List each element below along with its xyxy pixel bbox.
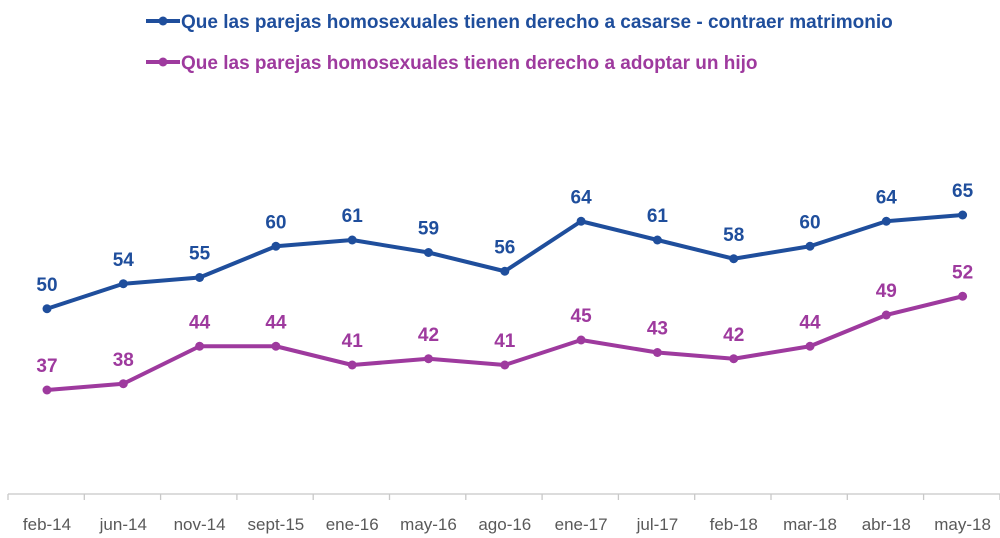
data-label-adoption: 49 bbox=[876, 281, 897, 302]
data-point-marriage bbox=[652, 235, 662, 245]
data-label-adoption: 45 bbox=[571, 306, 593, 327]
data-label-marriage: 65 bbox=[952, 181, 974, 202]
data-label-adoption: 37 bbox=[36, 356, 57, 377]
legend-marker-marriage bbox=[158, 16, 168, 26]
data-point-adoption bbox=[271, 341, 281, 351]
data-label-marriage: 61 bbox=[342, 206, 364, 227]
data-label-marriage: 54 bbox=[113, 250, 135, 271]
data-point-marriage bbox=[195, 273, 205, 282]
data-point-marriage bbox=[958, 210, 968, 220]
x-tick-label: ene-17 bbox=[555, 515, 608, 534]
legend-marker-adoption bbox=[158, 57, 168, 67]
data-point-marriage bbox=[42, 304, 52, 314]
data-label-adoption: 41 bbox=[342, 331, 364, 352]
data-point-adoption bbox=[576, 335, 586, 345]
plot-area: 50 54 55 60 61 59 56 64 61 58 60 64 65 37 38 44 44 41 42 41… bbox=[36, 181, 974, 395]
data-label-adoption: 42 bbox=[723, 325, 744, 346]
data-point-marriage bbox=[424, 248, 433, 257]
data-label-adoption: 41 bbox=[494, 331, 516, 352]
x-tick-label: may-16 bbox=[400, 515, 457, 534]
data-label-marriage: 55 bbox=[189, 244, 211, 265]
data-point-marriage bbox=[576, 216, 586, 226]
data-point-adoption bbox=[958, 291, 968, 301]
data-label-marriage: 58 bbox=[723, 225, 744, 246]
data-label-marriage: 59 bbox=[418, 219, 439, 240]
x-tick-label: ene-16 bbox=[326, 515, 379, 534]
data-point-adoption bbox=[805, 341, 815, 351]
series-adoption: 37 38 44 44 41 42 41 45 43 42 44 49 52 bbox=[36, 262, 973, 395]
x-tick-label: jun-14 bbox=[99, 515, 147, 534]
data-label-marriage: 60 bbox=[799, 212, 820, 233]
data-point-adoption bbox=[500, 360, 510, 370]
data-point-adoption bbox=[118, 379, 128, 389]
data-point-marriage bbox=[118, 279, 128, 289]
x-tick-label: jul-17 bbox=[636, 515, 679, 534]
data-point-marriage bbox=[805, 241, 815, 251]
data-point-adoption bbox=[42, 385, 52, 395]
x-tick-label: mar-18 bbox=[783, 515, 837, 534]
data-label-adoption: 42 bbox=[418, 325, 439, 346]
x-tick-label: abr-18 bbox=[862, 515, 911, 534]
data-label-marriage: 50 bbox=[36, 275, 57, 296]
x-tick-label: nov-14 bbox=[174, 515, 226, 534]
data-label-adoption: 38 bbox=[113, 350, 134, 371]
data-label-adoption: 52 bbox=[952, 262, 973, 283]
data-label-marriage: 64 bbox=[571, 187, 593, 208]
series-marriage: 50 54 55 60 61 59 56 64 61 58 60 64 65 bbox=[36, 181, 974, 314]
data-label-adoption: 44 bbox=[189, 312, 211, 333]
x-tick-label: ago-16 bbox=[478, 515, 531, 534]
data-point-adoption bbox=[347, 360, 357, 370]
legend: Que las parejas homosexuales tienen dere… bbox=[146, 12, 893, 74]
data-label-adoption: 44 bbox=[265, 312, 287, 333]
data-point-marriage bbox=[500, 266, 510, 276]
data-point-adoption bbox=[729, 354, 739, 364]
data-label-adoption: 43 bbox=[647, 319, 668, 340]
data-label-marriage: 56 bbox=[494, 237, 515, 258]
data-point-marriage bbox=[347, 235, 357, 245]
x-tick-label: feb-14 bbox=[23, 515, 71, 534]
data-label-marriage: 61 bbox=[647, 206, 669, 227]
data-point-adoption bbox=[424, 354, 433, 364]
data-label-marriage: 60 bbox=[265, 212, 286, 233]
data-point-adoption bbox=[881, 310, 891, 320]
data-label-adoption: 44 bbox=[799, 312, 821, 333]
legend-label-adoption: Que las parejas homosexuales tienen dere… bbox=[181, 53, 758, 74]
series-line-marriage bbox=[45, 213, 965, 311]
legend-label-marriage: Que las parejas homosexuales tienen dere… bbox=[181, 12, 893, 33]
data-point-marriage bbox=[729, 254, 739, 264]
x-tick-label: sept-15 bbox=[248, 515, 305, 534]
data-point-marriage bbox=[271, 241, 281, 251]
x-axis: feb-14 jun-14 nov-14 sept-15 ene-16 may-16 ago… bbox=[7, 493, 1000, 534]
data-point-marriage bbox=[881, 216, 891, 226]
data-label-marriage: 64 bbox=[876, 187, 898, 208]
x-tick-label: may-18 bbox=[934, 515, 991, 534]
x-tick-label: feb-18 bbox=[710, 515, 758, 534]
data-point-adoption bbox=[652, 348, 662, 357]
legend-item-adoption: Que las parejas homosexuales tienen dere… bbox=[146, 53, 758, 74]
data-point-adoption bbox=[195, 341, 205, 351]
legend-item-marriage: Que las parejas homosexuales tienen dere… bbox=[146, 12, 893, 33]
